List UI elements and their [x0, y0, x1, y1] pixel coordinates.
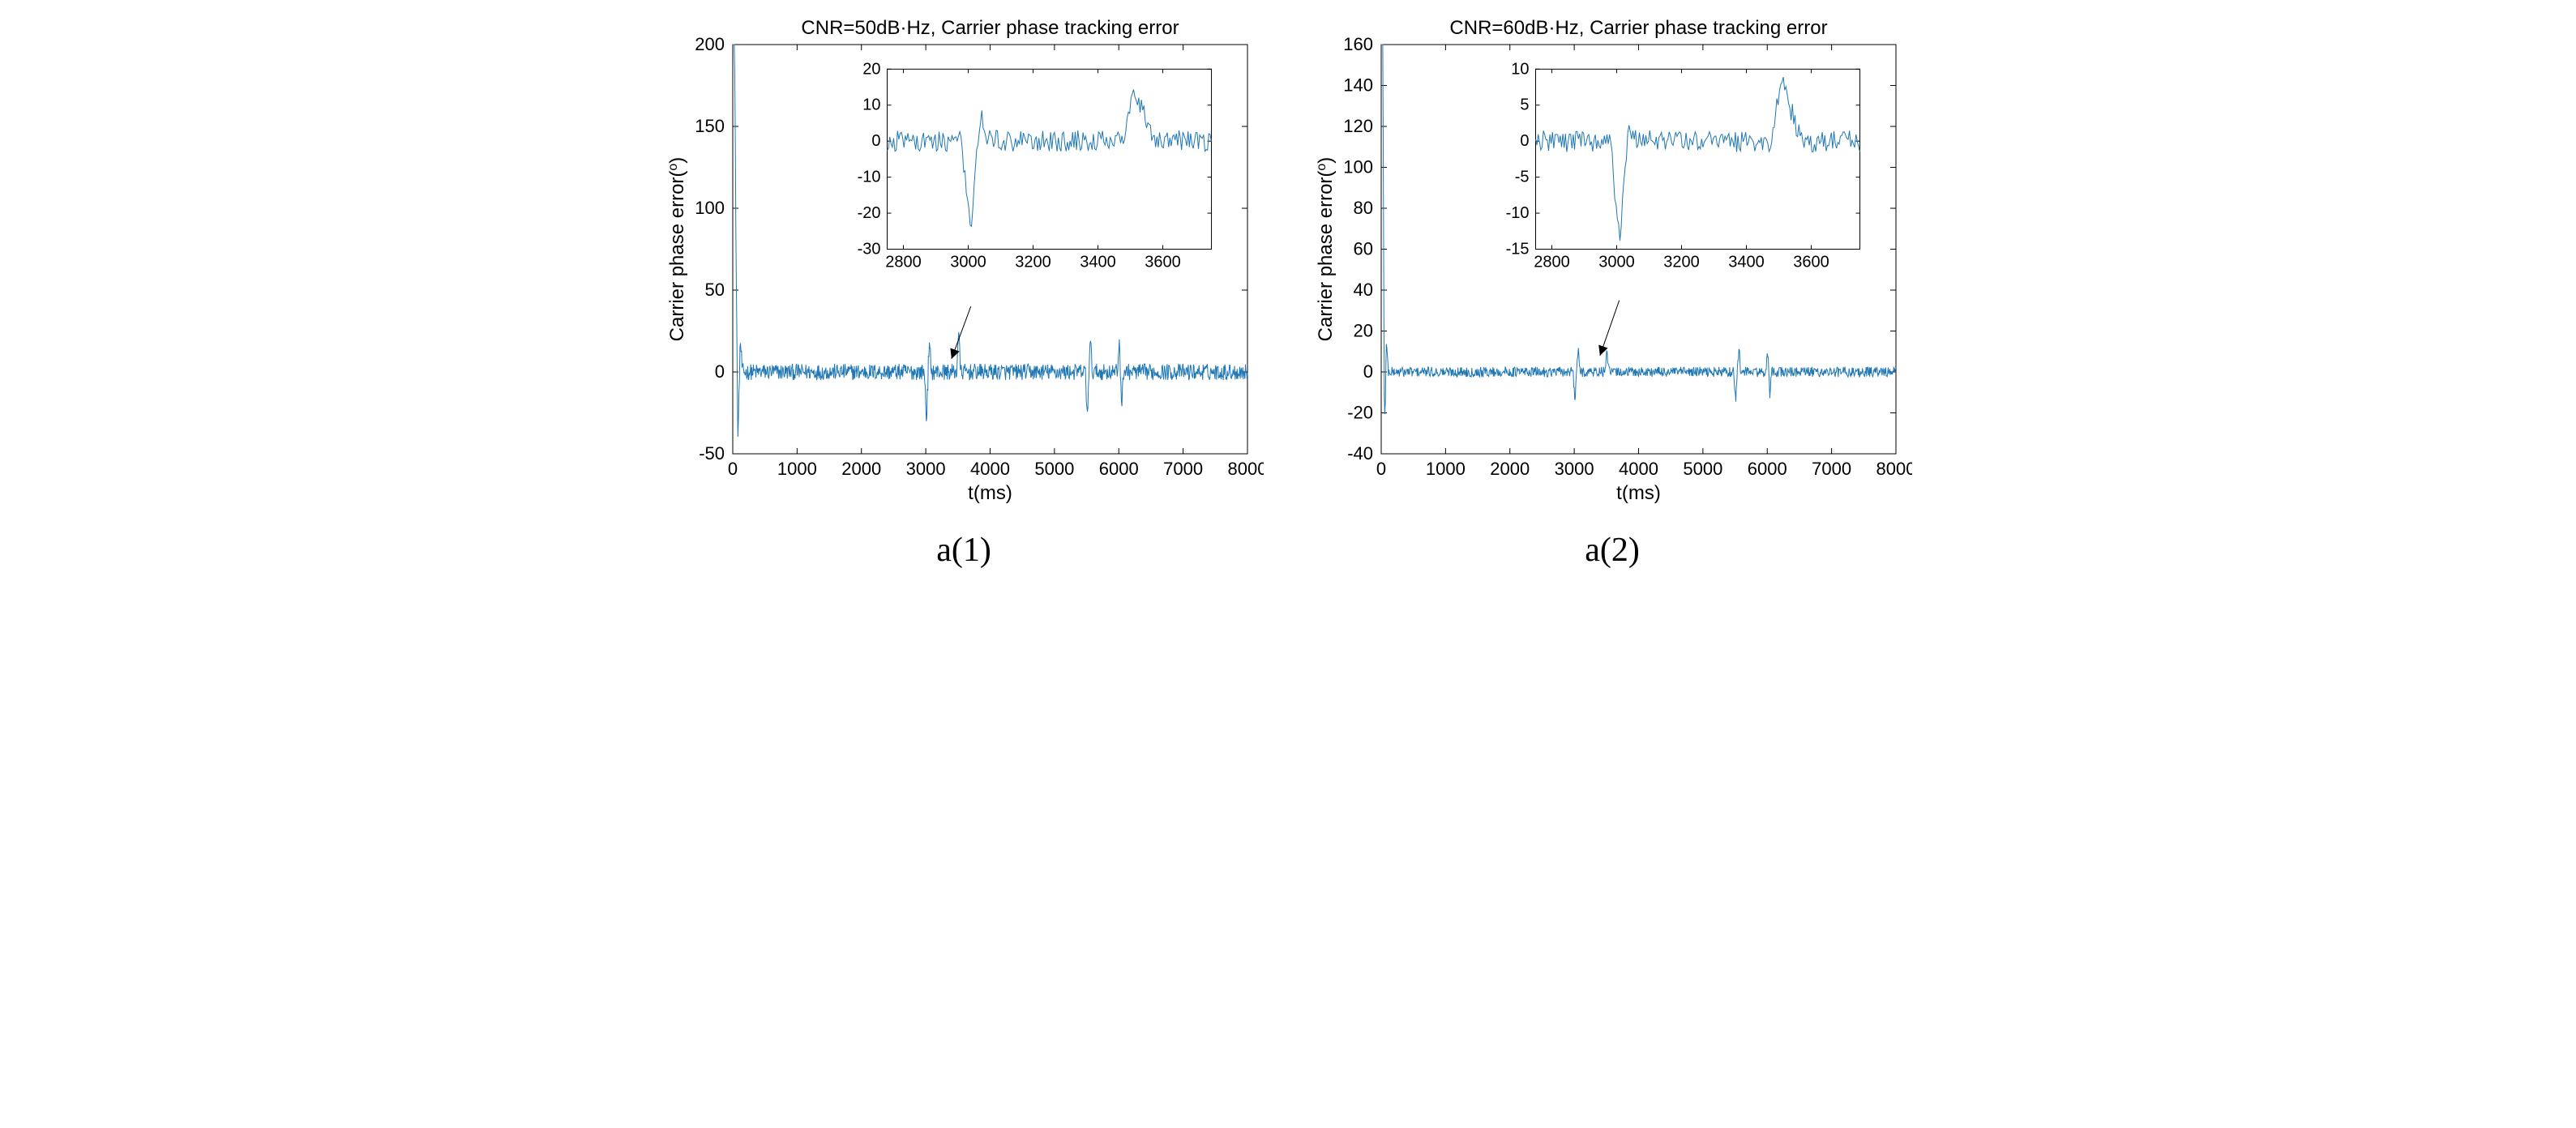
x-tick-label: 7000 [1163, 459, 1203, 479]
y-tick-label: 80 [1354, 198, 1373, 218]
y-tick-label: 120 [1343, 116, 1373, 136]
chart-title: CNR=60dB·Hz, Carrier phase tracking erro… [1449, 17, 1827, 39]
x-tick-label: 6000 [1748, 459, 1787, 479]
inset-y-tick-label: 10 [862, 96, 880, 114]
x-tick-label: 4000 [1619, 459, 1658, 479]
inset-x-tick-label: 3400 [1080, 254, 1116, 271]
subcaption-a2: a(2) [1585, 531, 1640, 570]
subcaption-a1: a(1) [936, 531, 991, 570]
y-tick-label: 150 [695, 116, 725, 136]
inset-x-tick-label: 2800 [885, 254, 922, 271]
panel-a2: 010002000300040005000600070008000-40-200… [1312, 16, 1912, 570]
x-tick-label: 7000 [1812, 459, 1851, 479]
inset-frame [1536, 69, 1860, 249]
chart-a2: 010002000300040005000600070008000-40-200… [1312, 16, 1912, 511]
y-axis-label: Carrier phase error(o) [666, 157, 689, 342]
x-tick-label: 5000 [1683, 459, 1722, 479]
y-tick-label: 0 [715, 361, 725, 382]
y-tick-label: 40 [1354, 280, 1373, 300]
y-tick-label: 160 [1343, 34, 1373, 54]
x-tick-label: 4000 [970, 459, 1010, 479]
y-tick-label: -50 [699, 443, 725, 464]
inset-x-tick-label: 3600 [1145, 254, 1181, 271]
inset-y-tick-label: 20 [862, 60, 880, 78]
y-tick-label: 20 [1354, 321, 1373, 341]
chart-title: CNR=50dB·Hz, Carrier phase tracking erro… [801, 17, 1179, 39]
x-axis-label: t(ms) [1616, 482, 1661, 504]
inset-x-tick-label: 2800 [1534, 254, 1570, 271]
inset-x-tick-label: 3600 [1793, 254, 1829, 271]
inset-x-tick-label: 3000 [1598, 254, 1635, 271]
y-tick-label: 100 [695, 198, 725, 218]
inset-y-tick-label: 0 [871, 132, 880, 150]
inset-y-tick-label: -10 [858, 169, 881, 186]
panel-a1: 010002000300040005000600070008000-500501… [664, 16, 1264, 570]
inset-y-tick-label: -15 [1506, 241, 1530, 258]
x-tick-label: 0 [728, 459, 738, 479]
y-tick-label: 50 [705, 280, 725, 300]
x-tick-label: 5000 [1034, 459, 1074, 479]
inset-x-tick-label: 3000 [950, 254, 986, 271]
figure-row: 010002000300040005000600070008000-500501… [0, 0, 2576, 578]
y-tick-label: -20 [1347, 403, 1373, 423]
y-tick-label: 200 [695, 34, 725, 54]
x-tick-label: 2000 [1490, 459, 1530, 479]
x-axis-label: t(ms) [968, 482, 1012, 504]
x-tick-label: 6000 [1099, 459, 1139, 479]
inset-y-tick-label: -10 [1506, 204, 1530, 222]
y-axis-label: Carrier phase error(o) [1315, 157, 1337, 342]
y-tick-label: 100 [1343, 157, 1373, 177]
x-tick-label: 8000 [1876, 459, 1912, 479]
y-tick-label: 140 [1343, 75, 1373, 96]
y-tick-label: 60 [1354, 239, 1373, 259]
inset-x-tick-label: 3400 [1728, 254, 1765, 271]
inset-y-tick-label: 5 [1520, 96, 1529, 114]
inset-x-tick-label: 3200 [1015, 254, 1051, 271]
y-tick-label: 0 [1363, 361, 1373, 382]
inset-frame [888, 69, 1212, 249]
inset-y-tick-label: -30 [858, 241, 881, 258]
y-tick-label: -40 [1347, 443, 1373, 464]
inset-y-tick-label: -20 [858, 204, 881, 222]
inset-x-tick-label: 3200 [1663, 254, 1700, 271]
x-tick-label: 1000 [1426, 459, 1466, 479]
inset-y-tick-label: -5 [1515, 169, 1530, 186]
inset-y-tick-label: 10 [1511, 60, 1529, 78]
chart-a1: 010002000300040005000600070008000-500501… [664, 16, 1264, 511]
x-tick-label: 3000 [1555, 459, 1594, 479]
x-tick-label: 1000 [777, 459, 817, 479]
inset-y-tick-label: 0 [1520, 132, 1529, 150]
x-tick-label: 0 [1376, 459, 1386, 479]
x-tick-label: 2000 [841, 459, 881, 479]
x-tick-label: 8000 [1228, 459, 1264, 479]
x-tick-label: 3000 [906, 459, 946, 479]
